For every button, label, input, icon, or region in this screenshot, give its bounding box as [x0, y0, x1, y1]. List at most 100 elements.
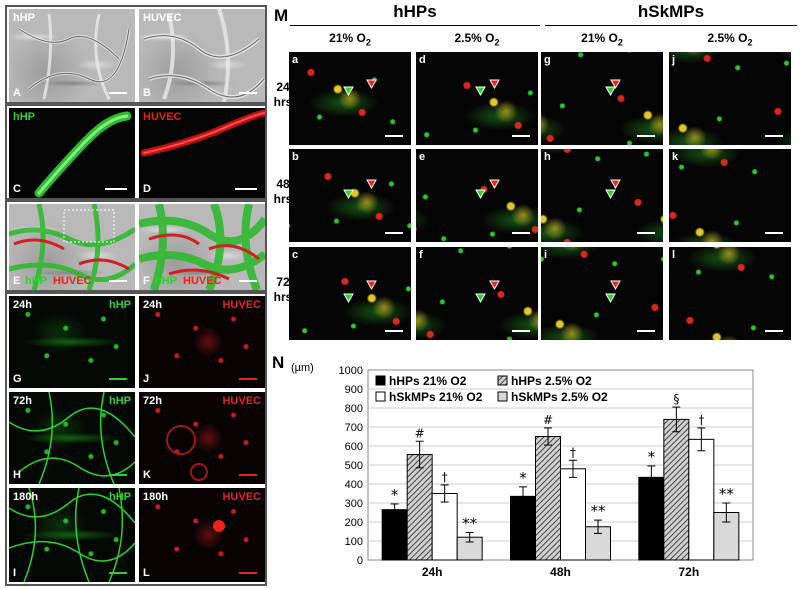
panel-k-letter: K	[143, 469, 151, 481]
significance-marker: *	[648, 448, 656, 466]
micrograph-letter: l	[672, 249, 676, 261]
scale-bar	[512, 232, 530, 234]
panel-c-name: hHP	[13, 111, 35, 123]
y-tick-label: 0	[357, 555, 363, 567]
panel-m-letter: M	[274, 6, 289, 25]
significance-marker: #	[543, 413, 553, 427]
panel-j-name: HUVEC	[222, 299, 261, 311]
micrograph-g: g	[541, 52, 663, 145]
bar	[535, 436, 561, 561]
panel-g-name: hHP	[109, 299, 131, 311]
arrowheads	[343, 280, 377, 304]
scale-bar	[235, 188, 257, 190]
scale-bar	[512, 135, 530, 137]
panel-d: HUVEC D	[139, 108, 265, 198]
arrowhead-icon	[475, 189, 486, 200]
y-tick-label: 300	[345, 498, 363, 510]
bar-chart: 01002003004005006007008009001000*#†**24h…	[339, 365, 754, 579]
arrowhead-icon	[605, 189, 616, 200]
significance-marker: *	[391, 486, 399, 504]
panel-d-name: HUVEC	[143, 111, 182, 123]
micrograph-a: a	[289, 52, 411, 145]
panel-f: F hHP HUVEC	[139, 204, 265, 290]
panel-k: 72h HUVEC K	[139, 392, 265, 484]
arrowhead-icon	[489, 79, 500, 90]
group-underline	[545, 25, 797, 26]
micrograph-c: c	[289, 247, 411, 340]
legend-label: hSkMPs 21% O2	[389, 390, 483, 404]
significance-marker: **	[462, 514, 478, 532]
arrowheads	[475, 179, 500, 200]
panel-f-letter: F	[143, 275, 150, 287]
legend-label: hHPs 21% O2	[389, 374, 467, 388]
legend-label: hSkMPs 2.5% O2	[511, 390, 608, 404]
bar	[431, 493, 458, 561]
panel-b-name: HUVEC	[143, 12, 182, 24]
arrowhead-icon	[605, 293, 616, 304]
scale-bar	[637, 135, 655, 137]
scale-bar	[239, 474, 257, 476]
micrograph-j: j	[669, 52, 791, 145]
scale-bar	[239, 92, 257, 94]
bar	[663, 418, 690, 561]
frame-cd: hHP C HUVEC D	[5, 104, 267, 200]
bar	[638, 476, 665, 561]
arrowhead-icon	[610, 79, 621, 90]
panel-j-letter: J	[143, 373, 150, 385]
micrograph-letter: c	[292, 249, 299, 261]
scale-bar	[239, 572, 257, 574]
panel-i-network-drawing	[9, 488, 135, 582]
panel-e-name1: hHP	[25, 275, 47, 287]
arrowhead-icon	[366, 280, 377, 291]
y-tick-label: 600	[345, 441, 363, 453]
arrowheads	[343, 79, 377, 97]
panel-g: 24h hHP G	[9, 296, 135, 388]
scale-bar	[765, 232, 783, 234]
micrograph-letter: i	[544, 249, 548, 261]
panel-k-time: 72h	[143, 395, 162, 407]
panel-k-name: HUVEC	[222, 395, 261, 407]
micrograph-letter: b	[292, 151, 299, 163]
arrowheads	[605, 79, 621, 97]
group-label-hhps: hHPs	[393, 2, 437, 21]
panel-k-drawing	[166, 425, 208, 481]
arrowhead-icon	[489, 280, 500, 291]
panel-j-time: 24h	[143, 299, 162, 311]
arrowhead-icon	[475, 86, 486, 97]
panel-l-time: 180h	[143, 491, 169, 503]
panel-b: HUVEC B	[139, 9, 265, 102]
scale-bar	[239, 280, 257, 282]
panel-a: hHP A	[9, 9, 135, 102]
panel-l-letter: L	[143, 567, 150, 579]
panel-a-letter: A	[13, 87, 21, 99]
y-tick-label: 900	[345, 384, 363, 396]
panel-e-overlay-drawing	[9, 204, 135, 290]
scale-bar	[637, 232, 655, 234]
scale-bar	[239, 378, 257, 380]
micrograph-letter: f	[419, 249, 423, 261]
panel-l-name: HUVEC	[222, 491, 261, 503]
micrograph-k: k	[669, 149, 791, 242]
micrograph-h: h	[541, 149, 663, 242]
micrograph-b: b	[289, 149, 411, 242]
arrowhead-icon	[489, 179, 500, 190]
x-category-label: 48h	[550, 565, 571, 579]
row-time-label: 48 hrs	[273, 177, 293, 206]
x-category-label: 24h	[422, 565, 443, 579]
scale-bar	[109, 378, 127, 380]
legend-swatch	[375, 375, 386, 386]
panel-h-letter: H	[13, 469, 21, 481]
row-time-label: 24 hrs	[273, 80, 293, 109]
panel-h-name: hHP	[109, 395, 131, 407]
significance-marker: *	[519, 469, 527, 487]
bar	[406, 454, 433, 561]
panel-c-vessel-drawing	[34, 111, 132, 198]
condition-label: 21% O2	[329, 31, 371, 48]
panel-c: hHP C	[9, 108, 135, 198]
panel-d-vessel-drawing	[140, 109, 265, 157]
y-tick-label: 1000	[339, 365, 363, 377]
y-tick-label: 800	[345, 403, 363, 415]
micrograph-letter: k	[672, 151, 679, 163]
micrograph-letter: d	[419, 54, 426, 66]
panel-e-letter: E	[13, 275, 21, 287]
